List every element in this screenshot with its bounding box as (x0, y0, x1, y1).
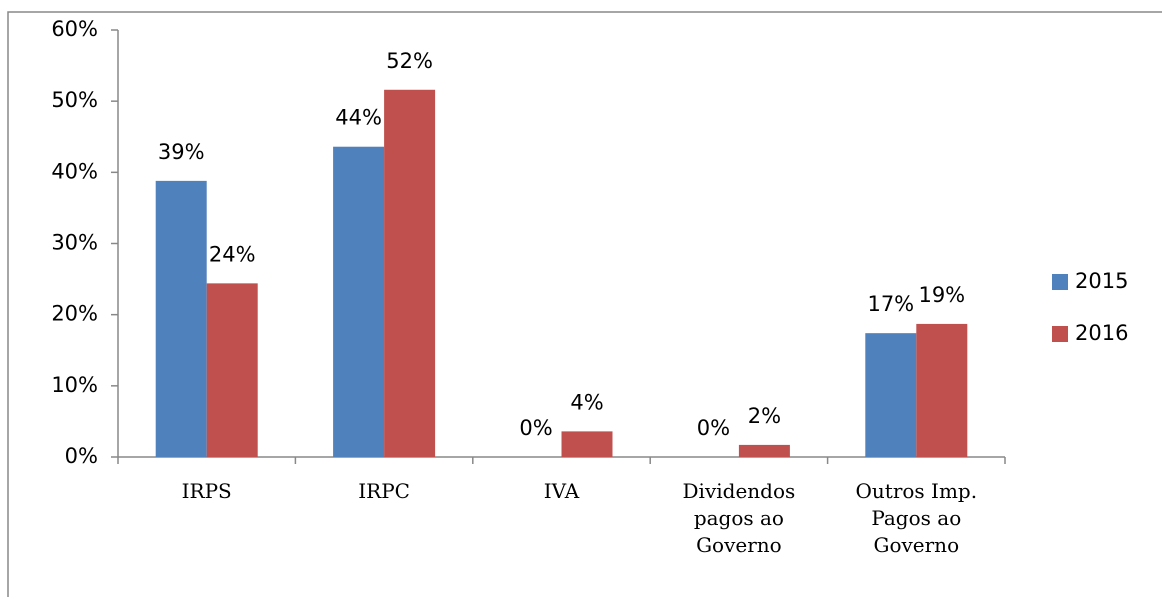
bar (155, 180, 207, 457)
value-label: 0% (519, 416, 552, 440)
y-tick-label: 40% (51, 159, 98, 183)
legend-label: 2015 (1075, 269, 1128, 293)
legend-swatch (1052, 274, 1068, 290)
y-tick-label: 10% (51, 373, 98, 397)
x-tick-label: IRPC (358, 479, 410, 503)
x-tick-label: IVA (544, 479, 580, 503)
legend-swatch (1052, 326, 1068, 342)
bar (333, 146, 385, 458)
y-tick-label: 60% (51, 17, 98, 41)
value-label: 24% (209, 242, 256, 266)
bar (384, 89, 436, 457)
chart-border (7, 11, 1162, 597)
value-label: 4% (570, 390, 603, 414)
value-label: 2% (748, 404, 781, 428)
bar (206, 283, 258, 457)
value-label: 52% (386, 49, 433, 73)
y-tick-label: 20% (51, 302, 98, 326)
y-tick-label: 50% (51, 88, 98, 112)
legend-label: 2016 (1075, 321, 1128, 345)
y-tick-label: 0% (65, 444, 98, 468)
x-tick-label: Dividendos pagos ao Governo (683, 479, 796, 557)
bar (916, 323, 968, 457)
bar (865, 333, 917, 457)
x-tick-label: Outros Imp. Pagos ao Governo (856, 479, 978, 557)
x-tick-label: IRPS (182, 479, 232, 503)
value-label: 17% (867, 292, 914, 316)
bar (738, 444, 790, 457)
y-tick-label: 30% (51, 231, 98, 255)
value-label: 19% (918, 283, 965, 307)
bar (561, 431, 613, 457)
value-label: 0% (697, 416, 730, 440)
value-label: 39% (158, 140, 205, 164)
value-label: 44% (335, 106, 382, 130)
